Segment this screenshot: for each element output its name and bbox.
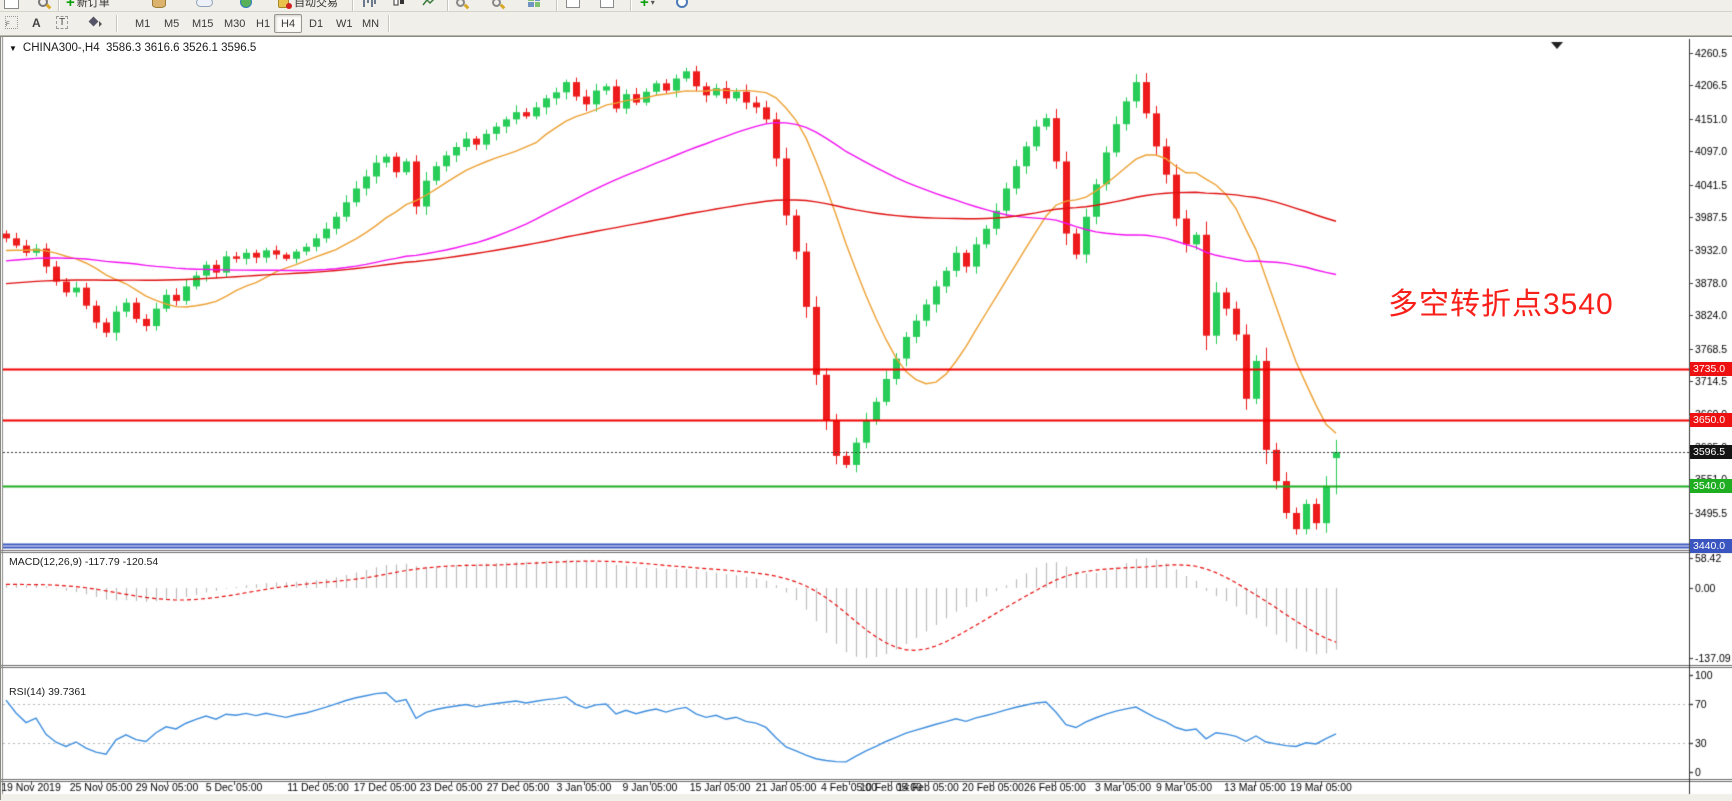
new-order-label: 新订单 [76, 0, 110, 9]
top-toolbar: + 新订单 自动交易 + ▾ [0, 0, 1732, 12]
add-indicator-icon[interactable]: + ▾ [640, 0, 655, 11]
bar-chart-mode-icon[interactable] [362, 0, 376, 11]
price-badge-3650.0: 3650.0 [1690, 412, 1732, 427]
chart-ohlc-values: 3586.3 3616.6 3526.1 3596.5 [106, 42, 257, 54]
time-axis[interactable] [1, 779, 1689, 795]
timeframe-button-H4[interactable]: H4 [274, 14, 303, 33]
cloud-icon[interactable] [196, 0, 213, 11]
timeframe-button-W1[interactable]: W1 [336, 18, 353, 30]
price-badge-3735.0: 3735.0 [1690, 361, 1732, 376]
timeframe-button-M1[interactable]: M1 [135, 18, 151, 30]
zoom-in-icon[interactable] [456, 0, 470, 11]
chart-title: ▼ CHINA300-,H4 3586.3 3616.6 3526.1 3596.… [9, 42, 256, 54]
price-badge-3596.5: 3596.5 [1690, 444, 1732, 459]
price-badge-3440.0: 3440.0 [1690, 539, 1732, 553]
grid-tool-icon[interactable]: ​F [5, 16, 18, 29]
new-chart-icon[interactable] [566, 0, 580, 11]
timeframe-button-M30[interactable]: M30 [224, 18, 246, 30]
candlestick-mode-icon[interactable] [392, 0, 406, 11]
chart-symbol: CHINA300-,H4 [22, 42, 100, 54]
market-watch-icon[interactable] [38, 0, 52, 11]
rsi-indicator-label: RSI(14) 39.7361 [9, 686, 87, 698]
price-badge-3540.0: 3540.0 [1690, 478, 1732, 493]
macd-indicator-label: MACD(12,26,9) -117.79 -120.54 [9, 556, 159, 568]
timeframe-button-H1[interactable]: H1 [256, 18, 271, 30]
cursor-tool-icon[interactable] [86, 16, 102, 32]
clock-icon[interactable] [676, 0, 688, 11]
web-globe-icon[interactable] [240, 0, 252, 11]
timeframe-button-D1[interactable]: D1 [309, 18, 324, 30]
chart-window: ▼ CHINA300-,H4 3586.3 3616.6 3526.1 3596.… [0, 36, 1732, 801]
window-icon[interactable] [4, 0, 19, 11]
timeframe-button-M5[interactable]: M5 [164, 18, 180, 30]
chart-canvas[interactable] [1, 37, 1732, 801]
history-center-icon[interactable] [152, 0, 166, 11]
chevron-down-icon[interactable]: ▼ [9, 44, 17, 53]
timeframe-toolbar: ​F A T M1 M5 M15 M30 H1 H4 D1 W1 MN [0, 12, 1732, 36]
new-order-button[interactable]: + 新订单 [66, 0, 110, 11]
timeframe-button-MN[interactable]: MN [362, 18, 380, 30]
text-tool-icon[interactable]: T [56, 16, 69, 29]
zoom-out-icon[interactable] [492, 0, 506, 11]
price-axis[interactable] [1690, 37, 1732, 779]
annotation-tool-icon[interactable]: A [32, 16, 41, 30]
line-chart-mode-icon[interactable] [422, 0, 436, 11]
timeframe-button-M15[interactable]: M15 [192, 18, 214, 30]
tile-windows-icon[interactable] [527, 0, 541, 11]
profiles-icon[interactable] [600, 0, 614, 11]
autotrade-button[interactable]: 自动交易 [278, 0, 338, 11]
chart-annotation-text: 多空转折点3540 [1388, 288, 1614, 321]
autotrade-label: 自动交易 [294, 0, 338, 9]
